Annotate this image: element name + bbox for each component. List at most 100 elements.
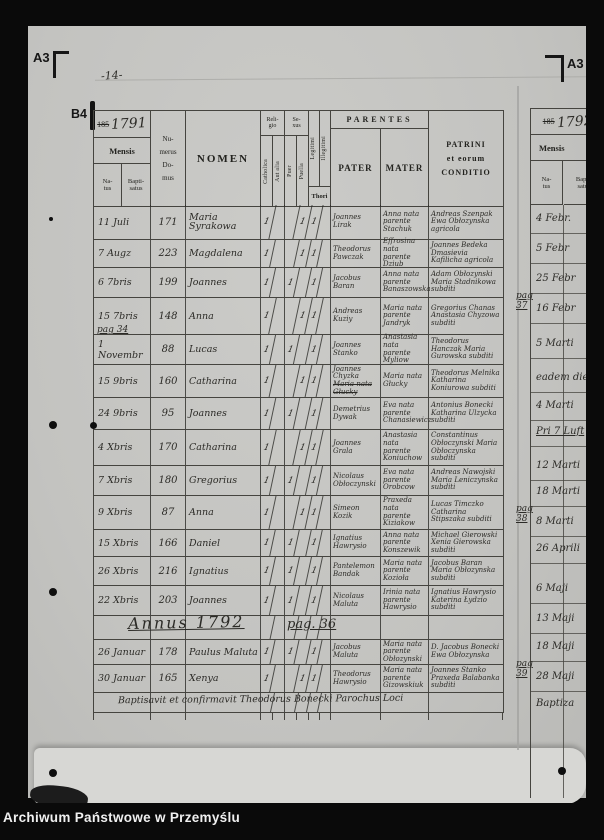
underlying-sheet [34, 748, 586, 804]
cell-name: Joannes [186, 398, 261, 429]
cell-tick-illegitimi [320, 430, 331, 465]
cell-name: Catharina [186, 430, 261, 465]
rp-entry-date: 4 Febr. [536, 213, 572, 224]
film-border-top [0, 0, 604, 26]
cell-date: 15 Xbris [94, 530, 151, 556]
col-header-parentes: PARENTES [331, 111, 429, 129]
col-header-puella: Puella [297, 136, 309, 206]
register-table-body: 11 Juli 171 Maria Syrakowa 1 1 1 Joannes Lirak… [93, 205, 504, 713]
annus-divider: Annus 1792 [127, 611, 245, 634]
column-line-tick [284, 712, 285, 720]
cell-pater: Theodorus Pawczak [331, 240, 381, 267]
rp-col-header-baptisatus: Bapti- satus [564, 161, 604, 205]
cell-mater: Eva nata parente Orobcow [381, 466, 429, 495]
handwritten-page-note: -14- [100, 68, 123, 83]
cell-pater: Ignatius Hawrysio [331, 530, 381, 556]
rp-entry-date: 5 Marti [536, 338, 574, 349]
cell-tick-aut-alia [273, 398, 285, 429]
rp-row-rule [530, 536, 604, 537]
pater-text: Demetrius Dywak [333, 404, 371, 421]
pater-text: Nicolaus Maluta [333, 591, 365, 608]
cell-tick-aut-alia [273, 430, 285, 465]
cell-tick-illegitimi [320, 530, 331, 556]
cell-mater: Praxeda nata parente Kiziakow [381, 496, 429, 529]
cell-tick-illegitimi [320, 557, 331, 585]
col-header-natus: Na- tus [94, 164, 122, 206]
cell-house-number: 95 [151, 398, 186, 429]
pater-text: Ignatius Hawrysio [333, 534, 367, 550]
cell-house-number [151, 616, 186, 639]
table-row: 11 Juli 171 Maria Syrakowa 1 1 1 Joannes Lirak… [94, 205, 503, 240]
rp-row-rule [530, 233, 604, 234]
cell-pater: Nicolaus Obłoczynski [331, 466, 381, 495]
rp-entry-date: 13 Maji [536, 613, 575, 624]
cell-mater: Anastasia nata parente Koniuchow [381, 430, 429, 465]
cell-tick-illegitimi [320, 335, 331, 364]
rp-pag-annotation: pag 37 [516, 291, 533, 311]
pater-text: Joannes Chyzka [333, 364, 361, 381]
rp-line [563, 205, 564, 798]
cell-tick-aut-alia [273, 530, 285, 556]
cell-name: Catharina [186, 365, 261, 397]
rp-row-rule [530, 480, 604, 481]
cell-name: Gregorius [186, 466, 261, 495]
cell-date: 6 7bris [94, 268, 151, 297]
register-table-header: 185 1791 Mensis Na- tus Bapti- satus Nu-… [93, 110, 504, 207]
cell-patrini: Andreas Nawojski Maria Leniczynska subdi… [431, 468, 498, 492]
column-line-tick [330, 712, 331, 720]
rp-row-rule [530, 392, 604, 393]
cell-mater: Anna nata parente Banaszowska [381, 268, 431, 297]
cell-name: Joannes [186, 586, 261, 615]
film-border-left [0, 0, 28, 840]
cell-tick-aut-alia [273, 205, 285, 239]
cell-patrini: Ignatius Hawrysio Katerina Łydzio subdit… [431, 588, 496, 612]
table-row: 9 Xbris 87 Anna 1 1 1 Simeon Kozik Praxeda nata… [94, 496, 503, 530]
cell-pater: Joannes Chyzka Maria nata Głucky [331, 365, 381, 397]
film-dot [558, 767, 566, 775]
cell-tick-aut-alia [273, 466, 285, 495]
year-handwritten: 1791 [110, 115, 148, 133]
cell-patrini: Gregorius Chanas Anastasia Chyzowa subdi… [431, 303, 500, 327]
pater-text: Simeon Kozik [333, 503, 360, 520]
table-row: 26 Xbris 216 Ignatius 1 1 1 Pantelemon Bandak M… [94, 557, 503, 586]
col-header-thori: Thori [309, 186, 331, 206]
cell-house-number: 87 [151, 496, 186, 529]
pater-text: Theodorus Pawczak [333, 244, 371, 261]
rp-entry-date: 28 Maji [536, 671, 575, 682]
film-border-right [586, 0, 604, 840]
cell-patrini: Jacobus Baran Maria Obłozynska subditi [431, 558, 496, 582]
cell-pater: Theodorus Hawrysio [331, 665, 381, 692]
rp-entry-date: Pri 7 Luft [536, 426, 585, 437]
cell-pater: Jacobus Maluta [331, 640, 381, 664]
cell-tick-illegitimi [320, 586, 331, 615]
cell-tick-aut-alia [273, 268, 285, 297]
cell-name: Anna [186, 298, 261, 334]
cell-pater: Joannes Lirak [331, 205, 381, 239]
cell-mater: Anastasia nata parente Myliow [381, 334, 429, 364]
cell-date: 15 7bris [94, 298, 151, 334]
cell-patrini [429, 693, 503, 712]
table-row: 7 Augz 223 Magdalena 1 1 1 Theodorus Pawczak Ef… [94, 238, 503, 268]
cell-tick-aut-alia [273, 557, 285, 585]
film-border-bottom [0, 803, 604, 840]
corner-bracket-icon [545, 55, 564, 82]
col-header-patrini: PATRINI et eorum CONDITIO [441, 139, 491, 177]
table-row: 15 9bris 160 Catharina 1 1 1 Joannes Chyzka Mar… [94, 365, 503, 398]
cell-name: Daniel [186, 530, 261, 556]
cell-pater [331, 616, 381, 639]
cell-name: Xenya [186, 665, 261, 692]
cell-patrini: Michael Gierowski Xenia Gierowska subdit… [431, 530, 498, 554]
cell-mater: Eva nata parente Chanasiewicz [381, 398, 432, 429]
col-header-mensis: Mensis [94, 138, 151, 164]
film-dot [49, 217, 53, 221]
rp-entry-date: 26 Aprili [536, 543, 580, 554]
cell-patrini: Antonius Bonecki Katharina Ulzycka subdi… [431, 401, 497, 425]
rp-entry-date: 18 Marti [536, 486, 581, 497]
cell-name: Ignatius [186, 557, 261, 585]
cell-pater: Demetrius Dywak [331, 398, 381, 429]
col-header-catholica: Catholica [261, 136, 273, 206]
cell-tick-aut-alia [273, 586, 285, 615]
rp-entry-date: eadem die [536, 372, 589, 383]
frame-marker-a3-left: A3 [33, 50, 50, 65]
